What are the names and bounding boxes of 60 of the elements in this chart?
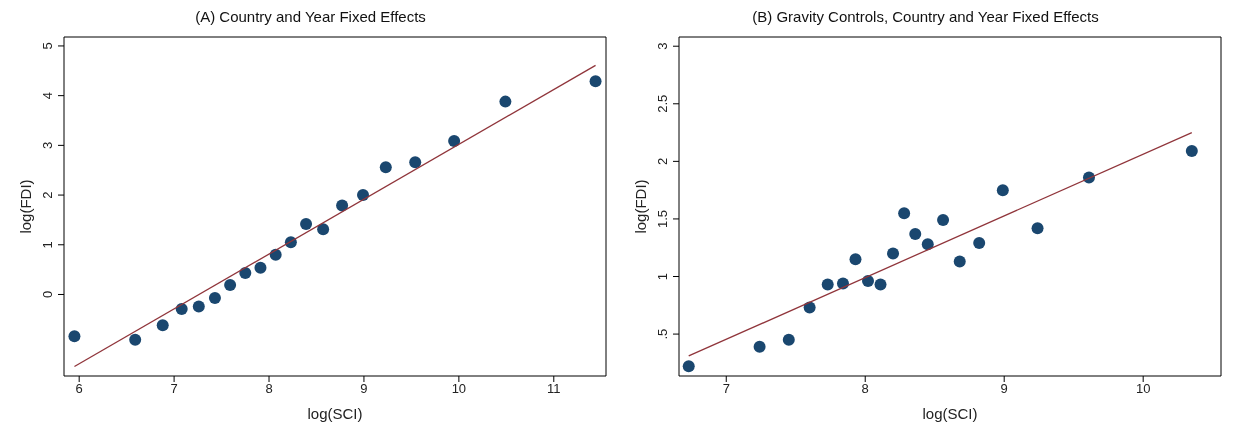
x-tick-label: 9 — [360, 381, 368, 397]
y-tick-label: 4 — [40, 92, 55, 100]
x-tick-label: 8 — [265, 381, 273, 397]
y-tick-label: 1 — [40, 241, 55, 249]
x-tick-label: 7 — [722, 381, 730, 397]
y-tick-label: 1.5 — [655, 209, 670, 228]
x-axis-title: log(SCI) — [922, 404, 978, 422]
point — [682, 360, 695, 373]
x-tick-label: 10 — [1135, 381, 1151, 397]
point — [336, 199, 349, 212]
chart-title: (B) Gravity Controls, Country and Year Fixed Effects — [751, 8, 1100, 27]
x-tick-label: 7 — [170, 381, 178, 397]
point — [317, 223, 330, 236]
y-axis-title: log(FDI) — [632, 179, 650, 234]
point — [973, 237, 986, 250]
chart-title: (A) Country and Year Fixed Effects — [194, 8, 427, 27]
x-tick-label: 8 — [861, 381, 869, 397]
point — [224, 279, 237, 292]
point — [589, 75, 602, 88]
x-tick-label: 6 — [75, 381, 83, 397]
point — [921, 238, 934, 251]
y-tick-label: 0 — [40, 290, 55, 299]
point — [898, 207, 911, 220]
point — [409, 156, 422, 169]
y-tick-label: 2 — [655, 157, 670, 165]
point — [996, 184, 1009, 197]
point — [849, 253, 862, 266]
point — [129, 333, 142, 346]
x-axis-title: log(SCI) — [307, 404, 363, 422]
y-tick-label: 2.5 — [655, 94, 670, 113]
point — [1031, 222, 1044, 235]
point — [254, 261, 267, 274]
point — [937, 214, 950, 227]
point — [156, 319, 169, 332]
point — [782, 333, 795, 346]
point — [448, 134, 461, 147]
y-tick-label: 3 — [655, 42, 670, 50]
point — [208, 291, 221, 304]
y-tick-label: 2 — [40, 191, 55, 199]
y-tick-label: 1 — [655, 272, 670, 281]
x-tick-label: 10 — [451, 381, 467, 397]
point — [887, 247, 900, 260]
point — [379, 161, 392, 174]
y-tick-label: 3 — [40, 141, 55, 149]
y-axis-title: log(FDI) — [17, 179, 35, 234]
x-tick-label: 9 — [1000, 381, 1008, 397]
point — [874, 278, 887, 291]
x-tick-label: 11 — [547, 381, 561, 397]
point — [909, 227, 922, 240]
point — [1185, 145, 1198, 157]
y-tick-label: .5 — [655, 328, 670, 340]
point — [821, 278, 834, 291]
y-tick-label: 5 — [40, 42, 55, 50]
point — [300, 217, 313, 230]
point — [862, 275, 875, 288]
point — [753, 340, 766, 353]
point — [953, 255, 966, 268]
point — [192, 300, 205, 313]
point — [499, 95, 512, 108]
point — [68, 330, 81, 343]
